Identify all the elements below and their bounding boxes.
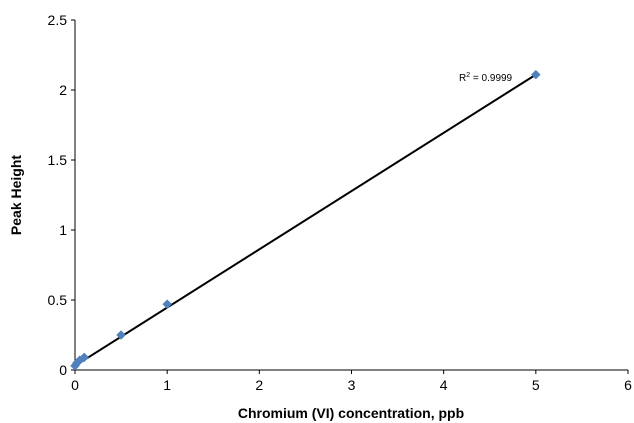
x-tick-label: 1 [163, 377, 171, 393]
data-point [162, 299, 173, 310]
y-tick-label: 1 [59, 222, 67, 238]
x-tick-label: 0 [71, 377, 79, 393]
trendline-group [74, 73, 537, 367]
y-tick-label: 0 [59, 362, 67, 378]
axes [74, 20, 628, 371]
data-points [70, 69, 541, 371]
y-tick-label: 1.5 [48, 152, 68, 168]
x-tick-label: 6 [624, 377, 632, 393]
data-point [79, 352, 90, 363]
x-tick-label: 4 [440, 377, 448, 393]
r2-annotation: R2 = 0.9999 [459, 72, 513, 84]
data-point [530, 69, 541, 80]
r2-value: = 0.9999 [470, 73, 512, 84]
linear-trendline [74, 73, 537, 367]
y-tick-label: 2.5 [48, 12, 68, 28]
r2-prefix: R [459, 73, 466, 84]
x-tick-label: 3 [348, 377, 356, 393]
y-axis-ticks: 0 0.5 1 1.5 2 2.5 [48, 12, 75, 378]
r2-superscript: 2 [466, 72, 470, 79]
data-point [116, 330, 126, 340]
y-axis-title: Peak Height [8, 155, 24, 235]
x-axis-ticks: 0 1 2 3 4 5 6 [71, 370, 632, 393]
y-tick-label: 2 [59, 82, 67, 98]
x-tick-label: 2 [255, 377, 263, 393]
y-tick-label: 0.5 [48, 292, 68, 308]
x-axis-title: Chromium (VI) concentration, ppb [238, 405, 464, 421]
x-tick-label: 5 [532, 377, 540, 393]
